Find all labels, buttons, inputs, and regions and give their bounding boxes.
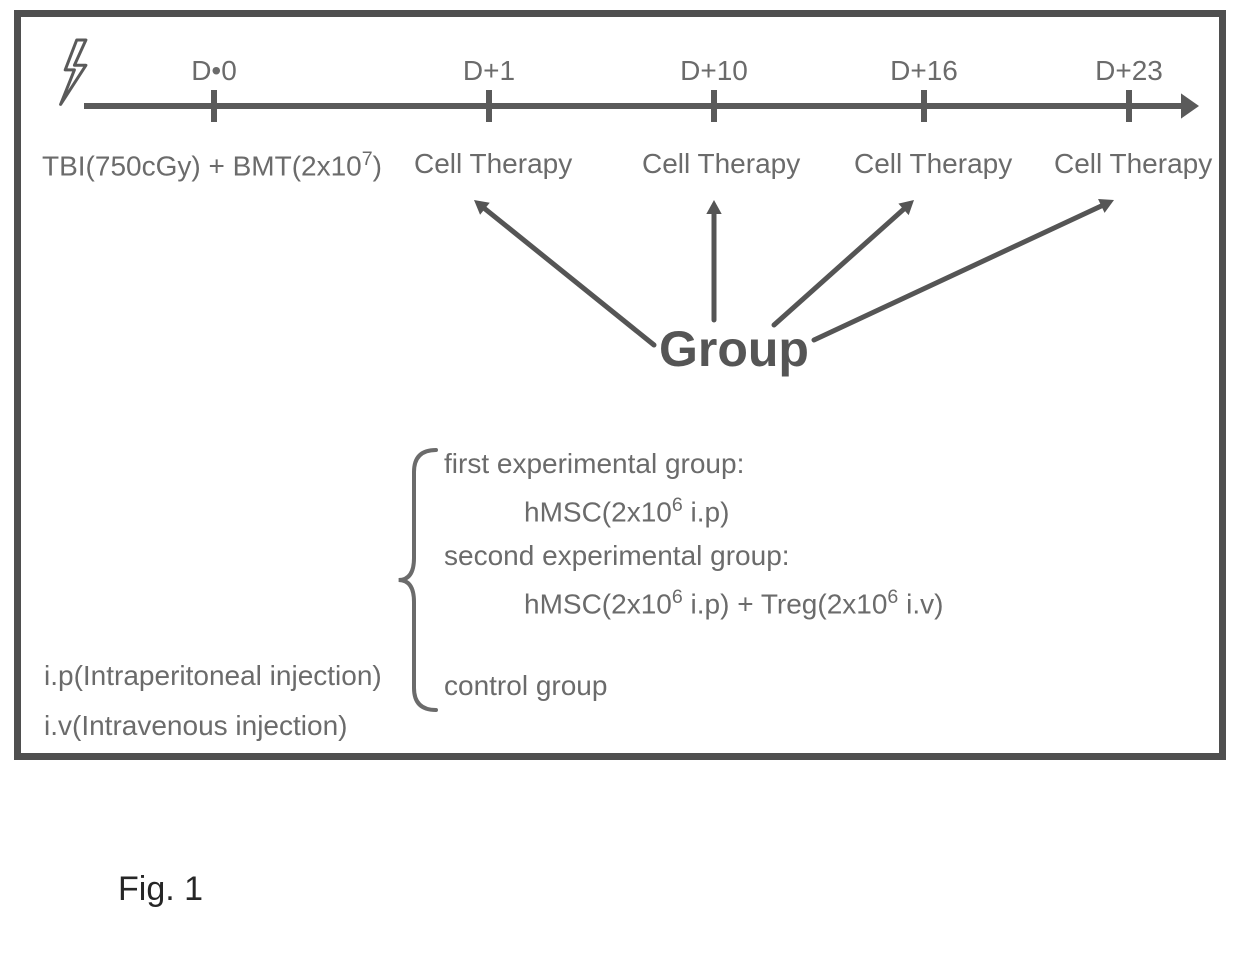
group-list-item: first experimental group: (444, 448, 744, 480)
timeline-tick-label: D•0 (191, 55, 237, 87)
timeline-tick-label: D+10 (680, 55, 748, 87)
legend-item: i.p(Intraperitoneal injection) (44, 660, 382, 692)
legend-item: i.v(Intravenous injection) (44, 710, 347, 742)
group-hub-label: Group (659, 320, 809, 378)
timeline-tick-label: D+23 (1095, 55, 1163, 87)
timeline-event-label: Cell Therapy (1054, 148, 1212, 180)
timeline-event-label: Cell Therapy (642, 148, 800, 180)
timeline-tick-label: D+1 (463, 55, 515, 87)
timeline-event-label: TBI(750cGy) + BMT(2x107) (42, 148, 382, 182)
figure-caption: Fig. 1 (118, 870, 203, 909)
group-list-item: control group (444, 670, 607, 702)
group-list-item: hMSC(2x106 i.p) + Treg(2x106 i.v) (524, 586, 943, 620)
group-list-item: second experimental group: (444, 540, 790, 572)
timeline-event-label: Cell Therapy (414, 148, 572, 180)
group-list-item: hMSC(2x106 i.p) (524, 494, 729, 528)
labels-layer: D•0 D+1 D+10 D+16 D+23 TBI(750cGy) + BMT(2x10… (14, 10, 1226, 760)
timeline-tick-label: D+16 (890, 55, 958, 87)
timeline-event-label: Cell Therapy (854, 148, 1012, 180)
